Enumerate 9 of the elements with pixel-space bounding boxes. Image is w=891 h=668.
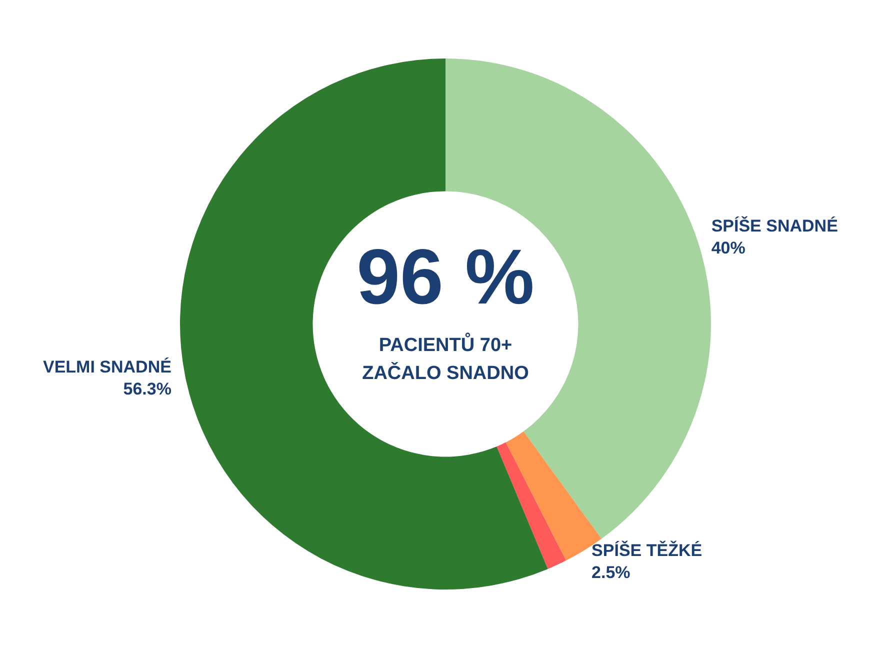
data-label: 56.3% bbox=[123, 380, 172, 399]
text: PACIENTŮ 70+ bbox=[378, 332, 512, 356]
data-label: 40% bbox=[711, 238, 746, 258]
data-label: 2.5% bbox=[592, 563, 630, 582]
slice-label: SPÍŠE TĚŽKÉ bbox=[592, 540, 702, 560]
slice-label: VELMI SNADNÉ bbox=[42, 356, 172, 377]
slice-label: SPÍŠE SNADNÉ bbox=[711, 215, 838, 236]
text: ZAČALO SNADNO bbox=[362, 361, 529, 384]
text: 96 % bbox=[356, 232, 534, 321]
